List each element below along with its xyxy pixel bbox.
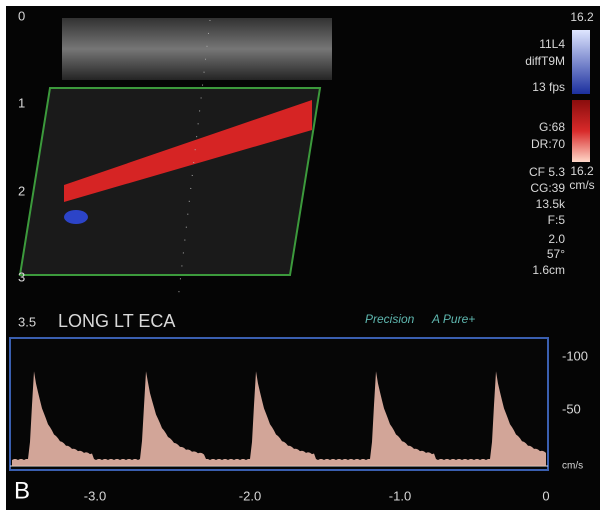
time-label: 0 (542, 488, 549, 503)
scale-bottom: 16.2 (570, 164, 594, 178)
setting: 13.5k (536, 197, 566, 211)
depth-marker: 0 (18, 8, 25, 23)
velocity-label: -50 (562, 401, 581, 416)
time-label: -3.0 (84, 488, 106, 503)
setting: CF 5.3 (529, 165, 565, 179)
scale-unit: cm/s (569, 178, 594, 192)
setting: diffT9M (525, 54, 565, 68)
panel-letter: B (14, 477, 30, 504)
ultrasound-screen: 16.2 16.2 cm/s LONG LT ECA Precision A P… (0, 0, 606, 516)
setting: DR:70 (531, 137, 565, 151)
time-label: -2.0 (239, 488, 261, 503)
setting: 13 fps (532, 80, 565, 94)
reverse-flow (64, 210, 88, 224)
depth-marker: 2 (18, 183, 25, 198)
velocity-label: cm/s (562, 461, 583, 472)
setting: 57° (547, 247, 565, 261)
tissue-layer (62, 18, 332, 80)
scale-top: 16.2 (570, 10, 594, 24)
velocity-label: -100 (562, 348, 588, 363)
depth-marker: 3 (18, 269, 25, 284)
setting: 1.6cm (532, 263, 565, 277)
time-label: -1.0 (389, 488, 411, 503)
brand-pure: A Pure+ (431, 312, 475, 326)
setting: G:68 (539, 120, 565, 134)
setting: 2.0 (548, 232, 565, 246)
color-bar-red (572, 100, 590, 162)
color-bar-blue (572, 30, 590, 94)
setting: 11L4 (539, 37, 565, 51)
depth-marker: 1 (18, 95, 25, 110)
setting: CG:39 (530, 181, 565, 195)
depth-marker: 3.5 (18, 314, 36, 329)
setting: F:5 (548, 213, 566, 227)
exam-label: LONG LT ECA (58, 311, 175, 331)
brand-precision: Precision (365, 312, 415, 326)
